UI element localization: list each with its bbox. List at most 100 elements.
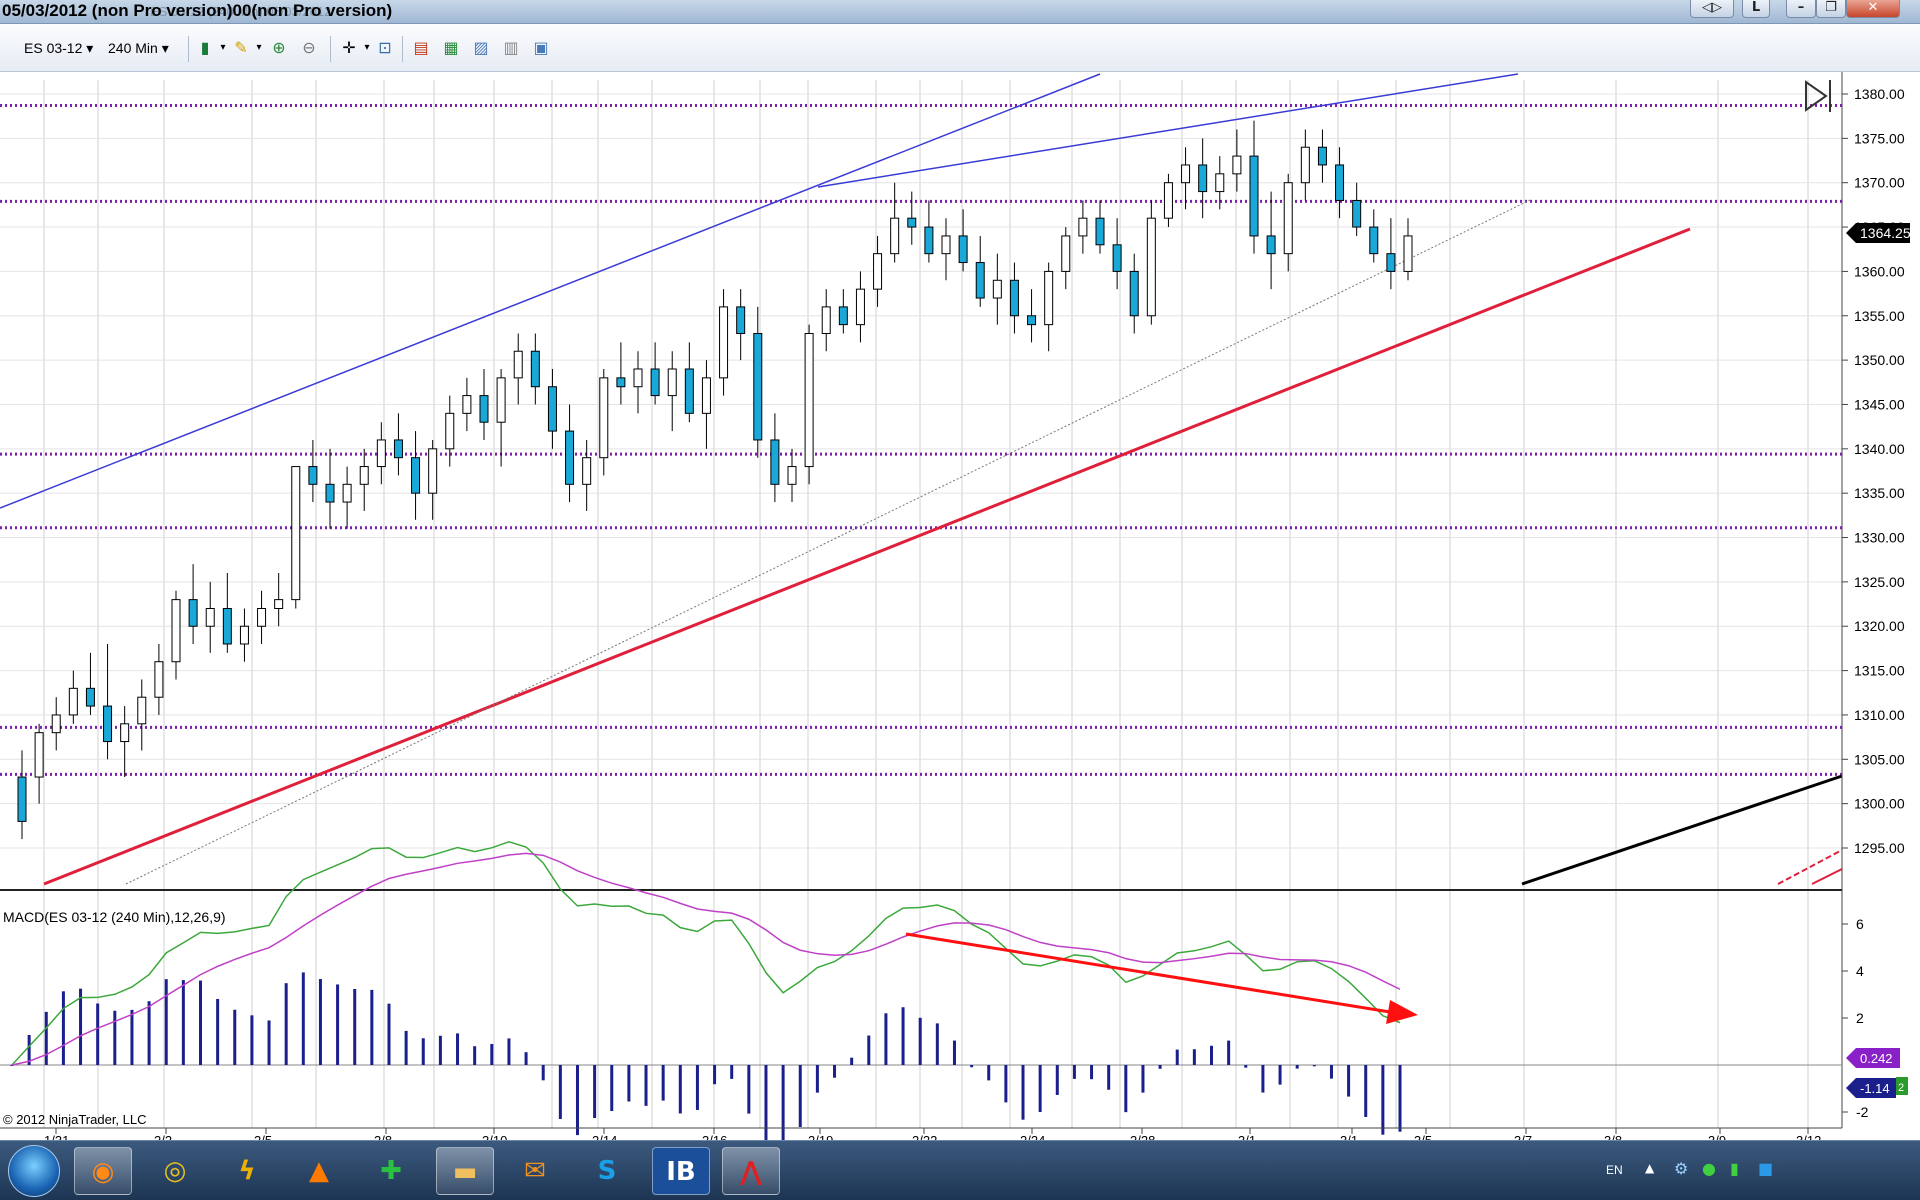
templates-icon[interactable]: ▣ bbox=[533, 38, 549, 57]
skype-taskbar-icon[interactable]: S bbox=[597, 1156, 617, 1186]
indicators-icon[interactable]: ▨ bbox=[473, 38, 489, 57]
candle-body[interactable] bbox=[890, 217, 900, 255]
candle-body[interactable] bbox=[975, 262, 985, 299]
chart-style-icon[interactable]: ▮ bbox=[200, 38, 210, 57]
folder-taskbar-icon[interactable]: ▬ bbox=[436, 1147, 494, 1195]
candle-body[interactable] bbox=[770, 439, 780, 485]
channel-top-line[interactable] bbox=[817, 73, 1519, 188]
candle-body[interactable] bbox=[684, 368, 694, 414]
candle-body[interactable] bbox=[1009, 279, 1019, 317]
candle-body[interactable] bbox=[103, 705, 113, 743]
chrome-taskbar-icon[interactable]: ◎ bbox=[163, 1156, 187, 1186]
candle-body[interactable] bbox=[633, 368, 643, 388]
candle-body[interactable] bbox=[616, 377, 626, 388]
outlook-taskbar-icon[interactable]: ✉ bbox=[524, 1156, 546, 1186]
candle-body[interactable] bbox=[1249, 155, 1259, 237]
start-button[interactable] bbox=[8, 1145, 60, 1197]
pencil-icon[interactable]: ✎ bbox=[234, 38, 248, 57]
chevron-down-icon[interactable]: ▾ bbox=[256, 42, 262, 53]
zoom-out-icon[interactable]: ⊖ bbox=[302, 38, 316, 57]
candle-body[interactable] bbox=[753, 333, 763, 441]
trend-support-line[interactable] bbox=[43, 227, 1691, 886]
candle-body[interactable] bbox=[325, 483, 335, 503]
candle-body[interactable] bbox=[855, 288, 865, 326]
candle-body[interactable] bbox=[513, 350, 523, 379]
candle-body[interactable] bbox=[1403, 235, 1413, 272]
chevron-down-icon[interactable]: ▾ bbox=[364, 42, 370, 53]
candle-body[interactable] bbox=[342, 483, 352, 503]
candle-body[interactable] bbox=[154, 661, 164, 698]
channel-upper-line[interactable] bbox=[0, 73, 1101, 509]
candle-body[interactable] bbox=[1352, 199, 1362, 228]
candle-body[interactable] bbox=[1386, 253, 1396, 272]
candle-body[interactable] bbox=[428, 448, 438, 494]
candle-body[interactable] bbox=[1266, 235, 1276, 255]
candle-body[interactable] bbox=[120, 723, 130, 743]
candle-body[interactable] bbox=[787, 466, 797, 485]
candle-body[interactable] bbox=[308, 466, 318, 485]
candle-body[interactable] bbox=[701, 377, 711, 414]
candle-body[interactable] bbox=[547, 386, 557, 432]
candle-body[interactable] bbox=[34, 732, 44, 778]
candle-body[interactable] bbox=[941, 235, 951, 255]
candle-body[interactable] bbox=[1181, 164, 1191, 184]
candle-body[interactable] bbox=[1044, 270, 1054, 326]
firefox-taskbar-icon[interactable]: ◉ bbox=[74, 1147, 132, 1195]
security-tray-icon[interactable]: ● bbox=[1702, 1159, 1716, 1178]
candle-body[interactable] bbox=[1369, 226, 1379, 255]
candle-body[interactable] bbox=[1215, 173, 1225, 193]
candle-body[interactable] bbox=[1335, 164, 1345, 201]
candle-body[interactable] bbox=[873, 253, 883, 290]
candle-body[interactable] bbox=[68, 687, 78, 716]
minimize-button[interactable]: – bbox=[1786, 0, 1816, 18]
properties-icon[interactable]: ▥ bbox=[503, 38, 519, 57]
vlc-taskbar-icon[interactable]: ▲ bbox=[309, 1156, 329, 1186]
display-tray-icon[interactable]: ■ bbox=[1758, 1159, 1774, 1178]
dashed-red-line[interactable] bbox=[1777, 849, 1843, 885]
zoom-in-icon[interactable]: ⊕ bbox=[272, 38, 286, 57]
ib-taskbar-icon[interactable]: IB bbox=[652, 1147, 710, 1195]
candle-body[interactable] bbox=[1300, 146, 1310, 184]
candle-body[interactable] bbox=[1078, 217, 1088, 237]
candle-body[interactable] bbox=[650, 368, 660, 397]
candle-body[interactable] bbox=[582, 457, 592, 485]
candle-body[interactable] bbox=[171, 599, 181, 663]
strategies-icon[interactable]: ▦ bbox=[443, 38, 459, 57]
scroll-end-icon[interactable] bbox=[1805, 80, 1831, 112]
dotted-trend-line[interactable] bbox=[125, 199, 1531, 885]
candle-body[interactable] bbox=[719, 306, 729, 379]
short-red-line[interactable] bbox=[1811, 868, 1843, 885]
battery-tray-icon[interactable]: ▮ bbox=[1730, 1159, 1739, 1178]
instrument-selector[interactable]: ES 03-12 ▾ bbox=[24, 37, 93, 59]
candle-body[interactable] bbox=[924, 226, 934, 255]
candle-body[interactable] bbox=[1232, 155, 1242, 175]
network-tray-icon[interactable]: ⚙ bbox=[1674, 1159, 1689, 1178]
candle-body[interactable] bbox=[496, 377, 506, 423]
chevron-down-icon[interactable]: ▾ bbox=[220, 42, 226, 53]
candle-body[interactable] bbox=[1146, 217, 1156, 317]
plus-minus-taskbar-icon[interactable]: ✚ bbox=[380, 1156, 402, 1186]
candle-body[interactable] bbox=[1112, 244, 1122, 272]
chart-area[interactable]: 1380.001375.001370.001365.001360.001355.… bbox=[0, 72, 1920, 1166]
candle-body[interactable] bbox=[530, 350, 540, 388]
candle-body[interactable] bbox=[838, 306, 848, 326]
ninjatrader-taskbar-icon[interactable]: ⋀ bbox=[722, 1147, 780, 1195]
candle-body[interactable] bbox=[291, 466, 301, 601]
chart-canvas[interactable]: 1380.001375.001370.001365.001360.001355.… bbox=[0, 72, 1920, 1166]
candle-body[interactable] bbox=[239, 625, 249, 645]
candle-body[interactable] bbox=[1095, 217, 1105, 246]
candle-body[interactable] bbox=[205, 607, 215, 627]
data-box-icon[interactable]: ⊡ bbox=[378, 38, 392, 57]
tray-expand-icon[interactable]: ▲ bbox=[1645, 1161, 1655, 1175]
order-entry-icon[interactable]: ▤ bbox=[413, 38, 429, 57]
link-button[interactable]: L bbox=[1742, 0, 1770, 18]
candle-body[interactable] bbox=[51, 714, 61, 734]
candle-body[interactable] bbox=[821, 306, 831, 335]
candle-body[interactable] bbox=[17, 776, 27, 822]
maximize-button[interactable]: ❐ bbox=[1816, 0, 1846, 18]
nav-arrows-button[interactable]: ◁▷ bbox=[1690, 0, 1734, 18]
candle-body[interactable] bbox=[462, 395, 472, 414]
candle-body[interactable] bbox=[958, 235, 968, 264]
black-trend-line[interactable] bbox=[1521, 774, 1843, 886]
candle-body[interactable] bbox=[736, 306, 746, 335]
